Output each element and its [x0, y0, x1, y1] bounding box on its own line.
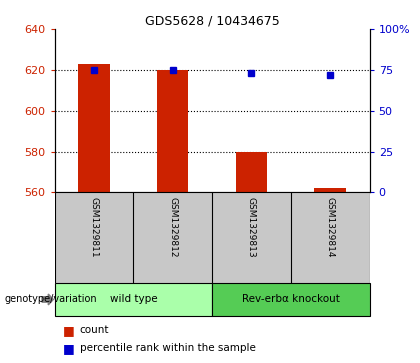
Bar [315, 188, 346, 192]
Bar [212, 283, 370, 316]
Text: ■: ■ [63, 324, 75, 337]
Title: GDS5628 / 10434675: GDS5628 / 10434675 [145, 15, 279, 28]
Text: GSM1329814: GSM1329814 [326, 197, 335, 257]
Text: GSM1329811: GSM1329811 [89, 197, 98, 258]
Text: count: count [80, 325, 109, 335]
Bar [236, 152, 267, 192]
Text: Rev-erbα knockout: Rev-erbα knockout [242, 294, 340, 305]
Bar [78, 64, 110, 192]
Text: GSM1329812: GSM1329812 [168, 197, 177, 257]
Text: GSM1329813: GSM1329813 [247, 197, 256, 258]
Text: wild type: wild type [110, 294, 157, 305]
Text: genotype/variation: genotype/variation [4, 294, 97, 305]
Bar [157, 70, 189, 192]
Text: ■: ■ [63, 342, 75, 355]
Text: percentile rank within the sample: percentile rank within the sample [80, 343, 256, 354]
Bar [55, 283, 212, 316]
